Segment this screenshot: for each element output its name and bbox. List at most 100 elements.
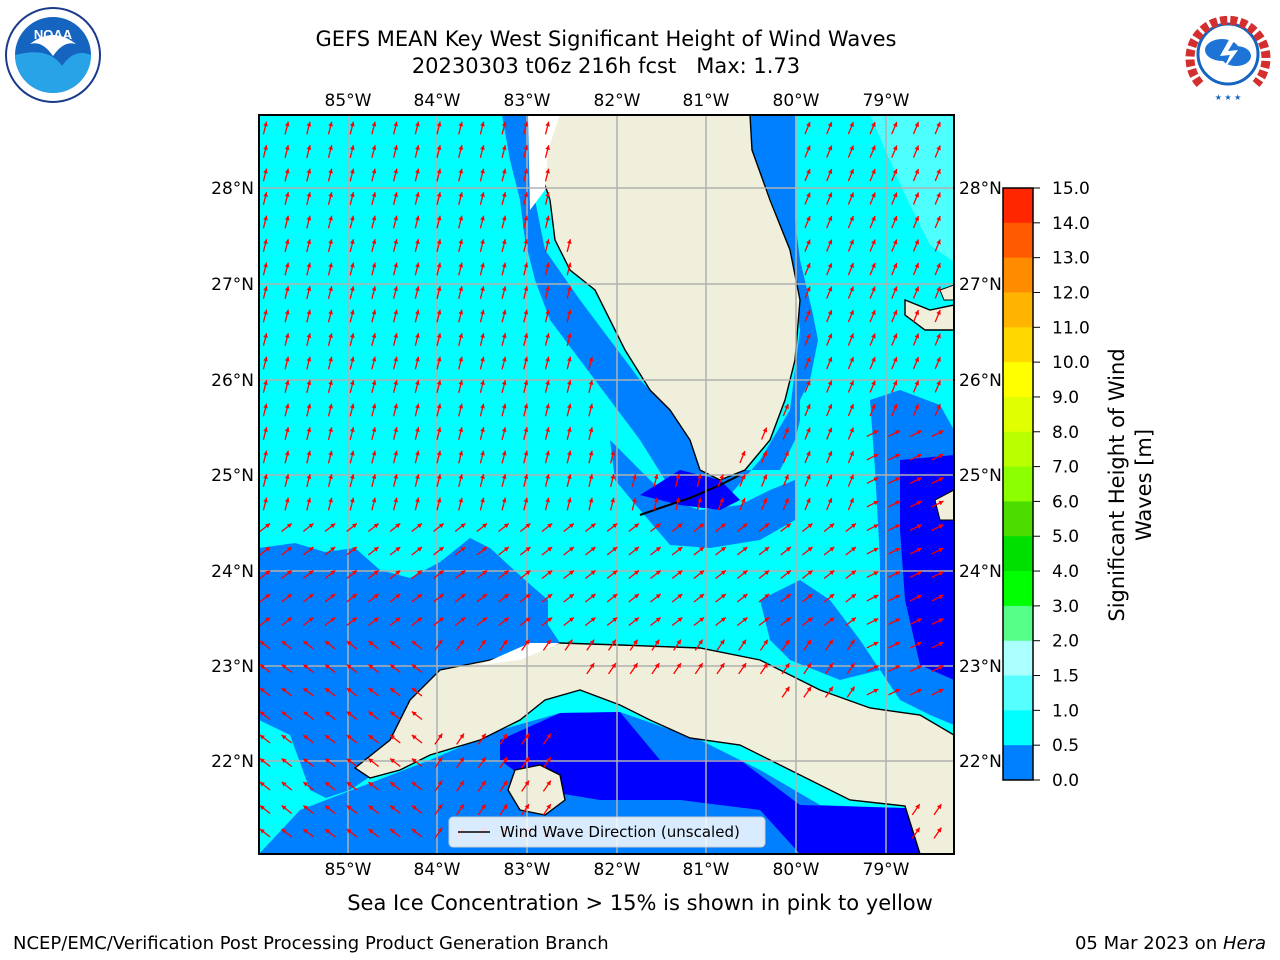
wave-arrow-head [371, 450, 377, 456]
wave-arrow-head [458, 497, 464, 503]
lon-labels-bottom: 85°W 84°W 83°W 82°W 81°W 80°W 79°W [325, 860, 910, 880]
wave-arrow-head [632, 474, 637, 479]
wave-arrow-head [849, 192, 854, 198]
wave-arrow-head [263, 215, 268, 221]
wave-arrow-head [436, 168, 442, 174]
wave-arrow-head [415, 309, 420, 315]
wave-arrow-head [588, 380, 594, 385]
wave-arrow-head [938, 594, 944, 600]
wave-arrow-head [938, 524, 944, 529]
wave-arrow-head [524, 639, 530, 645]
map-frame [258, 114, 955, 855]
wave-arrow-head [588, 474, 594, 479]
wave-arrow-head [654, 663, 660, 669]
wave-arrow-head [328, 356, 333, 362]
wave-arrow-head [806, 357, 811, 362]
lat-labels-right: 28°N 27°N 26°N 25°N 24°N 23°N 22°N [959, 179, 1002, 772]
wave-arrow-head [284, 215, 290, 221]
wave-arrow-head [827, 216, 833, 221]
wave-arrow-head [936, 192, 941, 198]
wave-arrow-head [350, 427, 355, 432]
wave-arrow-head [502, 757, 508, 763]
wave-arrow-head [849, 427, 854, 433]
wave-arrow-head [501, 286, 507, 291]
wave-arrow-head [415, 239, 420, 244]
wave-arrow-head [720, 547, 726, 552]
wave-arrow-head [393, 497, 398, 503]
wave-arrow-head [764, 570, 770, 576]
wave-arrow-head [281, 758, 287, 764]
wave-arrow-head [914, 169, 919, 174]
wave-arrow-head [259, 711, 265, 717]
wave-arrow-head [437, 780, 443, 786]
wave-arrow-head [699, 617, 705, 623]
wave-arrow-head [590, 523, 596, 529]
wave-arrow-head [480, 239, 485, 244]
wave-arrow-head [850, 639, 855, 645]
wave-arrow-head [371, 262, 377, 268]
wave-arrow-head [849, 474, 854, 480]
wave-arrow-head [523, 239, 529, 244]
wave-arrow-head [284, 309, 290, 315]
wave-arrow-head [871, 357, 876, 362]
wave-arrow-head [281, 664, 287, 670]
wave-arrow-head [415, 333, 420, 338]
wave-arrow-head [346, 735, 352, 740]
wave-arrow-head [871, 145, 876, 151]
noaa-logo-text: NOAA [34, 27, 73, 42]
wave-arrow-head [567, 309, 572, 315]
colorbar-tick-label: 2.0 [1052, 632, 1079, 652]
wave-arrow-head [438, 570, 444, 576]
wave-arrow-head [308, 547, 314, 552]
colorbar-band [1003, 362, 1033, 398]
wave-arrow-head [827, 122, 833, 127]
wave-arrow-head [827, 498, 833, 503]
lat-label: 24°N [211, 562, 254, 582]
wave-arrow-head [306, 309, 312, 315]
wave-arrow-head [284, 403, 290, 409]
wave-arrow-head [545, 309, 550, 315]
wave-arrow-head [612, 594, 618, 599]
wave-arrow-head [265, 570, 271, 576]
lat-label: 25°N [959, 466, 1002, 486]
wave-arrow-head [523, 450, 529, 456]
wave-arrow-head [501, 262, 507, 268]
colorbar-band [1003, 222, 1033, 259]
wave-arrow-head [873, 618, 879, 623]
wave-arrow-head [764, 523, 770, 529]
wave-arrow-head [936, 169, 941, 174]
water-0-5-1-0 [259, 538, 560, 854]
wave-arrow-head [373, 547, 379, 552]
wave-arrow-head [938, 430, 944, 435]
wave-arrow-head [698, 639, 703, 645]
wave-arrow-head [523, 192, 529, 197]
wave-arrow-head [546, 733, 551, 739]
wave-arrow-head [501, 427, 507, 432]
wave-arrow-head [871, 286, 876, 292]
wave-arrow-head [303, 711, 309, 717]
wave-arrow-head [281, 735, 287, 740]
wave-arrow-head [806, 451, 811, 456]
wave-arrow-head [417, 570, 422, 576]
wave-arrow-head [458, 215, 464, 221]
wave-arrow-head [284, 168, 290, 174]
wave-arrow-head [265, 617, 271, 623]
wave-arrow-head [395, 617, 401, 623]
wave-arrow-head [634, 570, 639, 576]
colorbar-band [1003, 501, 1033, 537]
wave-arrow-head [914, 404, 919, 409]
wave-arrow-head [938, 618, 944, 623]
wave-arrow-head [806, 239, 811, 245]
wave-arrow-head [393, 215, 398, 221]
wave-arrow-head [308, 523, 314, 529]
wave-arrow-head [785, 686, 790, 692]
wave-arrow-head [697, 497, 702, 503]
wave-arrow-head [437, 827, 443, 833]
wave-arrow-head [892, 333, 898, 339]
wave-arrow-head [850, 663, 855, 669]
wave-arrow-head [849, 498, 854, 503]
wave-arrow-head [328, 427, 333, 432]
wave-arrow-head [698, 663, 703, 669]
wave-arrow-head [914, 333, 919, 339]
wave-arrow-head [762, 474, 768, 480]
